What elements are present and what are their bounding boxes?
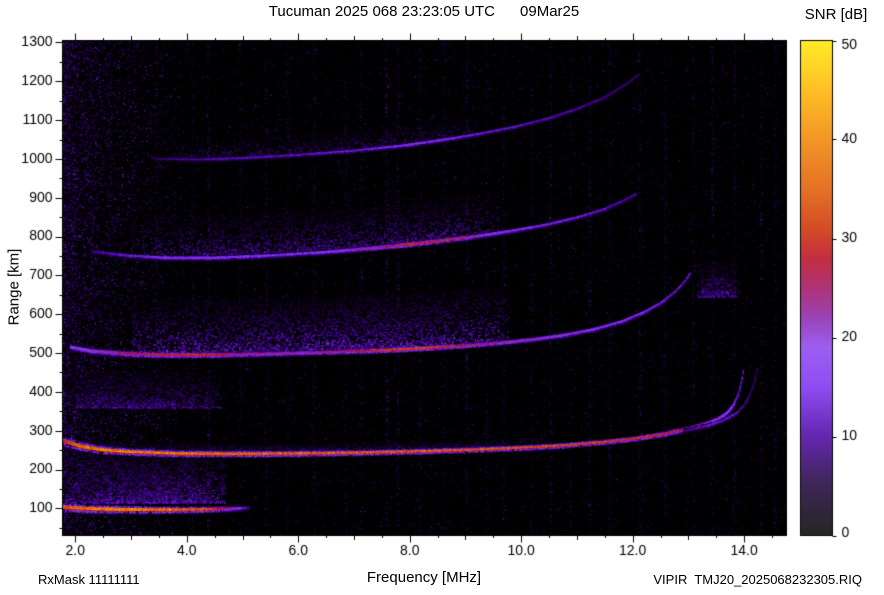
colorbar-title: SNR [dB] xyxy=(804,6,868,23)
data-file-label: VIPIR TMJ20_2025068232305.RIQ xyxy=(653,572,862,587)
y-axis-label: Range [km] xyxy=(5,248,23,326)
plot-title: Tucuman 2025 068 23:23:05 UTC 09Mar25 xyxy=(268,3,580,20)
x-axis-label: Frequency [MHz] xyxy=(366,569,482,586)
rx-mask-label: RxMask 11111111 xyxy=(38,572,140,587)
